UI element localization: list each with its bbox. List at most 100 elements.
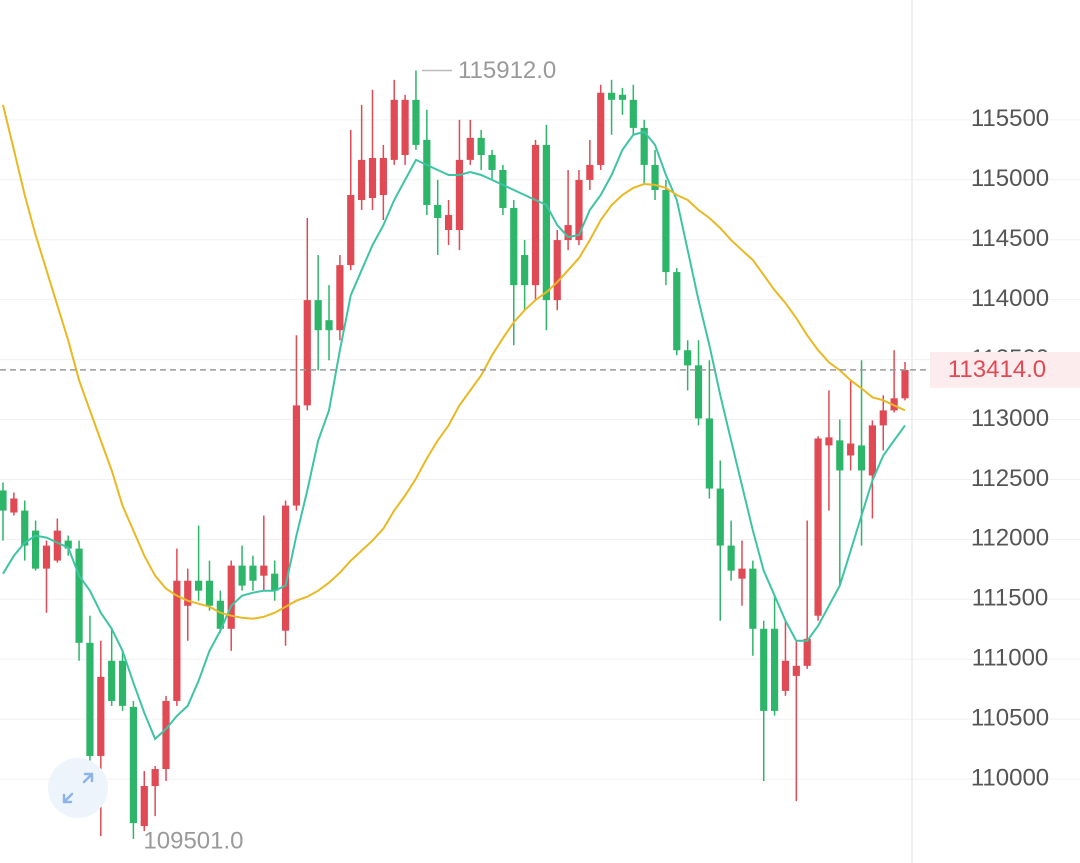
y-tick-label: 110000 (971, 764, 1049, 791)
candle-body (423, 139, 431, 205)
candle-body (401, 99, 409, 155)
candle-body (586, 164, 594, 180)
candle-body (314, 300, 322, 331)
candle-body (901, 369, 909, 399)
candle-body (444, 215, 453, 231)
last-price-label: 113414.0 (948, 356, 1046, 383)
candle-body (662, 189, 670, 273)
candle-body (607, 92, 616, 100)
moving-average-line (2, 104, 906, 620)
candle-body (803, 638, 811, 666)
candle-body (238, 565, 246, 586)
candle-body (64, 540, 72, 549)
candle-body (792, 665, 800, 676)
zoom-button[interactable] (48, 758, 108, 818)
candle-body (184, 580, 192, 606)
y-tick-label: 115000 (971, 165, 1049, 192)
candle-body (249, 565, 257, 581)
candle-body (151, 769, 159, 787)
candle-body (510, 207, 518, 286)
candle-body (684, 350, 692, 366)
y-tick-label: 113000 (971, 405, 1049, 432)
candle-body (118, 660, 127, 706)
candle-body (477, 137, 485, 155)
candle-body (325, 320, 333, 331)
candle-body (32, 530, 40, 569)
candle-body (227, 565, 235, 629)
candle-body (618, 94, 627, 100)
candle-body (368, 157, 377, 199)
zoom-button-bg[interactable] (48, 758, 108, 818)
candle-body (857, 445, 866, 471)
candle-body (629, 99, 637, 128)
y-tick-label: 114000 (971, 285, 1049, 312)
zoom-icon[interactable] (62, 772, 94, 804)
candle-body (781, 660, 790, 691)
candle-body (53, 530, 61, 561)
candle-body (466, 137, 474, 160)
y-tick-label: 110500 (971, 705, 1049, 732)
candle-body (140, 786, 148, 827)
y-tick-label: 111000 (972, 645, 1049, 672)
overlay: 115912.0 109501.0 113414.0 (0, 57, 1080, 854)
candle-body (499, 169, 507, 208)
candle-body (542, 144, 550, 301)
candle-body (358, 159, 366, 201)
candle-body (10, 498, 18, 513)
candle-body (412, 99, 420, 145)
low-label: 109501.0 (143, 827, 243, 854)
candle-body (162, 700, 170, 770)
grid: 110000 110500 111000 111500 112000 112500 1130… (0, 105, 1080, 791)
y-tick-label: 114500 (971, 225, 1049, 252)
candle-body (205, 580, 214, 606)
candle-body (868, 425, 876, 476)
candle-body (673, 272, 681, 351)
candle-body (879, 410, 887, 426)
last-price-tag (930, 351, 1080, 388)
candle-body (390, 99, 398, 160)
candle-body (260, 565, 268, 576)
candle-body (336, 265, 344, 331)
candle-body (129, 706, 138, 824)
candle-body (847, 443, 855, 456)
candle-body (760, 628, 768, 711)
candle-body (303, 300, 311, 406)
candle-body (814, 438, 822, 616)
candle-body (281, 505, 290, 631)
candle-body (434, 204, 442, 219)
candle-body (738, 568, 746, 579)
candle-body (21, 510, 29, 546)
candle-body (836, 440, 844, 471)
candle-body (564, 225, 572, 241)
candle-body (455, 159, 464, 231)
candle-body (651, 164, 659, 190)
candle-body (640, 127, 648, 165)
y-tick-label: 115500 (971, 105, 1049, 132)
candle-body (108, 660, 116, 701)
high-label: 115912.0 (458, 57, 556, 84)
y-tick-label: 112000 (971, 525, 1049, 552)
candle-body (488, 154, 496, 170)
candle-body (716, 488, 724, 546)
candle-body (770, 628, 779, 711)
candle-body (749, 568, 757, 629)
candle-body (705, 418, 713, 489)
candle-body (531, 144, 540, 286)
candle-body (575, 179, 583, 241)
candle-body (195, 580, 203, 591)
marks (0, 70, 909, 839)
candle-body (347, 195, 355, 266)
candle-body (42, 545, 51, 569)
candle-body (0, 490, 7, 511)
y-tick-label: 111500 (972, 585, 1049, 612)
candle-body (379, 157, 387, 196)
moving-average-line (2, 130, 906, 741)
candle-body (173, 580, 181, 701)
candle-body (825, 437, 833, 446)
candle-body (597, 92, 605, 165)
candle-body (292, 405, 301, 506)
candle-body (86, 642, 94, 756)
candle-body (521, 255, 529, 286)
